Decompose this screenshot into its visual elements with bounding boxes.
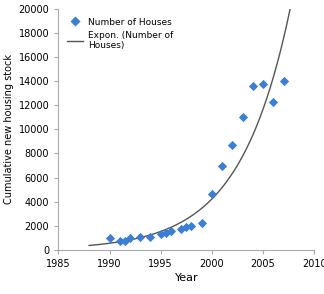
Point — [163, 231, 168, 235]
Point — [107, 236, 112, 241]
Point — [199, 221, 204, 226]
Point — [281, 79, 286, 83]
Point — [250, 83, 255, 88]
Point — [189, 223, 194, 228]
Point — [184, 225, 189, 229]
X-axis label: Year: Year — [175, 273, 198, 283]
Point — [168, 228, 174, 233]
Point — [148, 234, 153, 239]
Point — [271, 99, 276, 104]
Point — [230, 143, 235, 147]
Point — [209, 192, 214, 197]
Point — [260, 81, 266, 86]
Legend: Number of Houses, Expon. (Number of
Houses): Number of Houses, Expon. (Number of Hous… — [65, 16, 175, 52]
Point — [117, 239, 122, 244]
Point — [122, 238, 127, 243]
Y-axis label: Cumulative new housing stock: Cumulative new housing stock — [5, 54, 14, 204]
Point — [138, 235, 143, 240]
Point — [240, 115, 245, 120]
Point — [179, 226, 184, 231]
Point — [220, 163, 225, 168]
Point — [158, 232, 163, 237]
Point — [127, 235, 133, 240]
